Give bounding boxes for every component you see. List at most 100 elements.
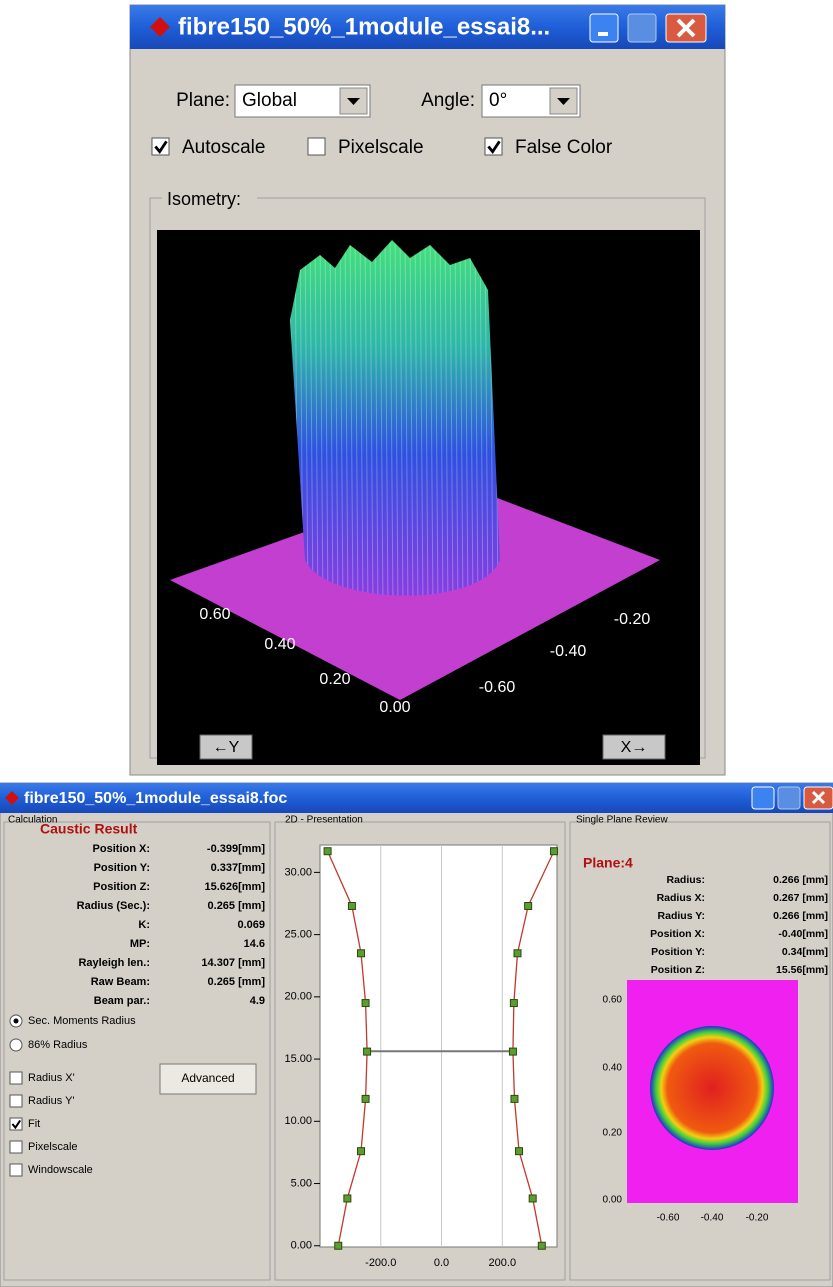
field-value: 4.9 [250, 995, 265, 1007]
group-box [274, 821, 566, 1281]
checkmark [154, 140, 168, 154]
mesh-line [404, 240, 409, 596]
check-label: Windowscale [28, 1164, 93, 1176]
dropdown-arrow [347, 98, 360, 105]
check-label: Radius Y' [28, 1095, 75, 1107]
field-label: Radius Y: [658, 910, 705, 922]
field-label: Raw Beam: [91, 976, 150, 988]
data-point [528, 1194, 537, 1203]
data-point [361, 1094, 370, 1103]
axis-label: 0.20 [603, 1128, 623, 1139]
field-label: Position Y: [651, 946, 705, 958]
axis-label: -0.60 [479, 679, 516, 696]
mesh-line [479, 240, 484, 596]
option-label: False Color [515, 137, 613, 158]
minimize-button[interactable] [589, 13, 619, 43]
y-tick-label: 25.00 [284, 929, 312, 941]
mesh-line [464, 240, 469, 596]
close-icon [676, 18, 696, 38]
y-button[interactable] [199, 734, 253, 760]
field-value: 0.266 [mm] [773, 910, 828, 922]
data-point [508, 1047, 517, 1056]
mesh-line [439, 240, 444, 596]
mesh-line [419, 240, 424, 596]
caustic-plot: 0.00 5.00 10.00 15.00 20.00 25.00 30.00 -200.0 0… [284, 845, 558, 1269]
mesh-line [379, 240, 384, 596]
radio-dot [13, 1018, 19, 1024]
mesh-line [424, 240, 429, 596]
y-tick-label: 20.00 [284, 991, 312, 1003]
axis-label: 0.00 [603, 1195, 623, 1206]
group-label-bg [162, 190, 257, 208]
option-label: Autoscale [182, 137, 265, 158]
field-value: 14.6 [244, 938, 265, 950]
data-point [537, 1241, 546, 1250]
axis-label: 0.60 [199, 606, 230, 623]
checkbox[interactable] [9, 1140, 23, 1154]
mesh-line [474, 240, 479, 596]
field-label: Radius X: [657, 892, 705, 904]
checkbox[interactable] [9, 1094, 23, 1108]
close-icon [811, 790, 826, 805]
axis-label: 0.20 [319, 671, 350, 688]
mesh-line [304, 240, 309, 596]
x-button[interactable] [602, 734, 666, 760]
data-point [524, 901, 533, 910]
y-tick-label: 5.00 [291, 1177, 312, 1189]
advanced-button[interactable] [159, 1063, 257, 1095]
field-label: Radius: [666, 874, 705, 886]
mesh-line [324, 240, 329, 596]
field-value: 0.265 [mm] [208, 900, 266, 912]
mesh-line [429, 240, 434, 596]
group-box [3, 821, 271, 1281]
axis-label: 0.00 [379, 699, 410, 716]
field-label: K: [138, 919, 150, 931]
field-value: 0.069 [237, 919, 265, 931]
x-tick-label: 0.0 [434, 1257, 449, 1269]
axis-label: 0.60 [603, 995, 623, 1006]
mesh-line [449, 240, 454, 596]
checkbox[interactable] [9, 1071, 23, 1085]
check-label: Fit [28, 1118, 40, 1130]
maximize-button[interactable] [777, 786, 801, 810]
field-label: Position Y: [94, 862, 150, 874]
mesh-line [364, 240, 369, 596]
mesh-line [359, 240, 364, 596]
mesh-line [329, 240, 334, 596]
data-point [357, 1147, 366, 1156]
mesh-line [369, 240, 374, 596]
group-label: Isometry: [167, 189, 241, 209]
caustic-window: fibre150_50%_1module_essai8.foc Calculat… [0, 782, 833, 1287]
checkmark [11, 1119, 22, 1130]
mesh-line [389, 240, 394, 596]
y-tick-label: 0.00 [291, 1240, 312, 1252]
field-value: 0.34[mm] [782, 946, 828, 958]
checkbox[interactable] [9, 1163, 23, 1177]
maximize-button[interactable] [627, 13, 657, 43]
data-point [347, 901, 356, 910]
group-box [569, 821, 831, 1281]
field-value: -0.40[mm] [778, 928, 828, 940]
axis-label: -0.40 [550, 643, 587, 660]
angle-value: 0° [489, 90, 507, 111]
checkbox[interactable] [307, 137, 326, 156]
field-value: 15.626[mm] [204, 881, 265, 893]
data-point [363, 1047, 372, 1056]
minimize-button[interactable] [751, 786, 775, 810]
y-tick-label: 10.00 [284, 1115, 312, 1127]
y-tick-label: 15.00 [284, 1053, 312, 1065]
group-label: Calculation [8, 815, 57, 826]
field-value: -0.399[mm] [207, 843, 265, 855]
mesh-line [484, 240, 489, 596]
field-value: 15.56[mm] [776, 964, 828, 976]
section-heading: Plane:4 [583, 855, 633, 871]
data-point [343, 1194, 352, 1203]
field-value: 0.337[mm] [211, 862, 266, 874]
app-icon [150, 17, 170, 37]
plot-area [319, 844, 558, 1248]
radio-label: Sec. Moments Radius [28, 1015, 136, 1027]
field-label: Rayleigh len.: [78, 957, 150, 969]
radio[interactable] [9, 1038, 23, 1052]
x-tick-label: -200.0 [365, 1257, 396, 1269]
